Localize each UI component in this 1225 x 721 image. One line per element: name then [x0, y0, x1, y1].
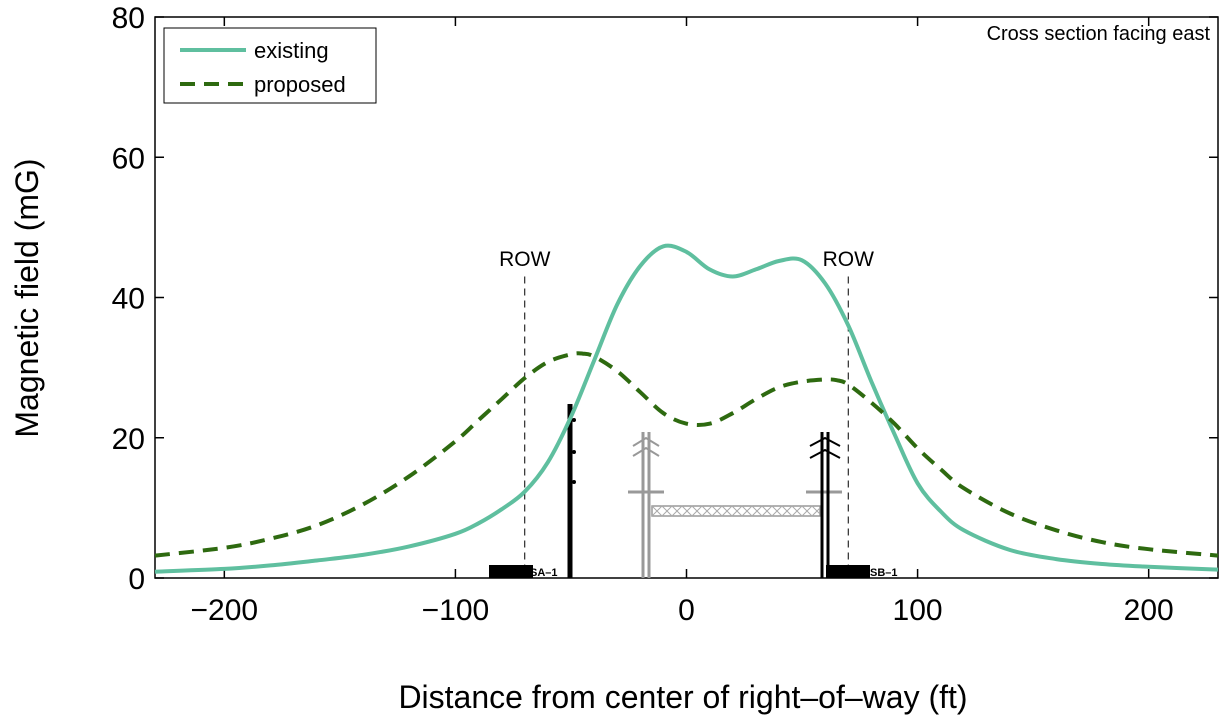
row-label-left: ROW	[499, 248, 551, 271]
series-existing-line	[154, 243, 1219, 574]
structure-label-sb1: SB–1	[870, 567, 898, 579]
row-label-right: ROW	[823, 248, 875, 271]
legend: existing proposed	[163, 27, 377, 104]
axis-ticks	[155, 16, 1218, 579]
x-tick-label: 0	[678, 594, 695, 627]
x-tick-label: −200	[191, 594, 259, 627]
structure-label-sa1: SA–1	[530, 567, 558, 579]
y-tick-labels: 0 20 40 60 80	[112, 2, 145, 596]
x-tick-label: 100	[893, 594, 943, 627]
legend-label-existing: existing	[254, 38, 329, 63]
chart-annotation: Cross section facing east	[987, 23, 1211, 45]
x-tick-label: 200	[1124, 594, 1174, 627]
x-tick-labels: −200 −100 0 100 200	[191, 594, 1174, 627]
transmission-structures-illustration	[489, 404, 870, 578]
series-proposed-line	[154, 351, 1219, 558]
y-tick-label: 60	[112, 142, 145, 175]
y-tick-label: 20	[112, 423, 145, 456]
x-tick-label: −100	[422, 594, 490, 627]
y-tick-label: 0	[128, 563, 145, 596]
x-axis-title: Distance from center of right–of–way (ft…	[398, 679, 967, 715]
y-tick-label: 40	[112, 283, 145, 316]
y-tick-label: 80	[112, 2, 145, 35]
legend-label-proposed: proposed	[254, 72, 346, 97]
y-axis-title: Magnetic field (mG)	[9, 158, 45, 437]
